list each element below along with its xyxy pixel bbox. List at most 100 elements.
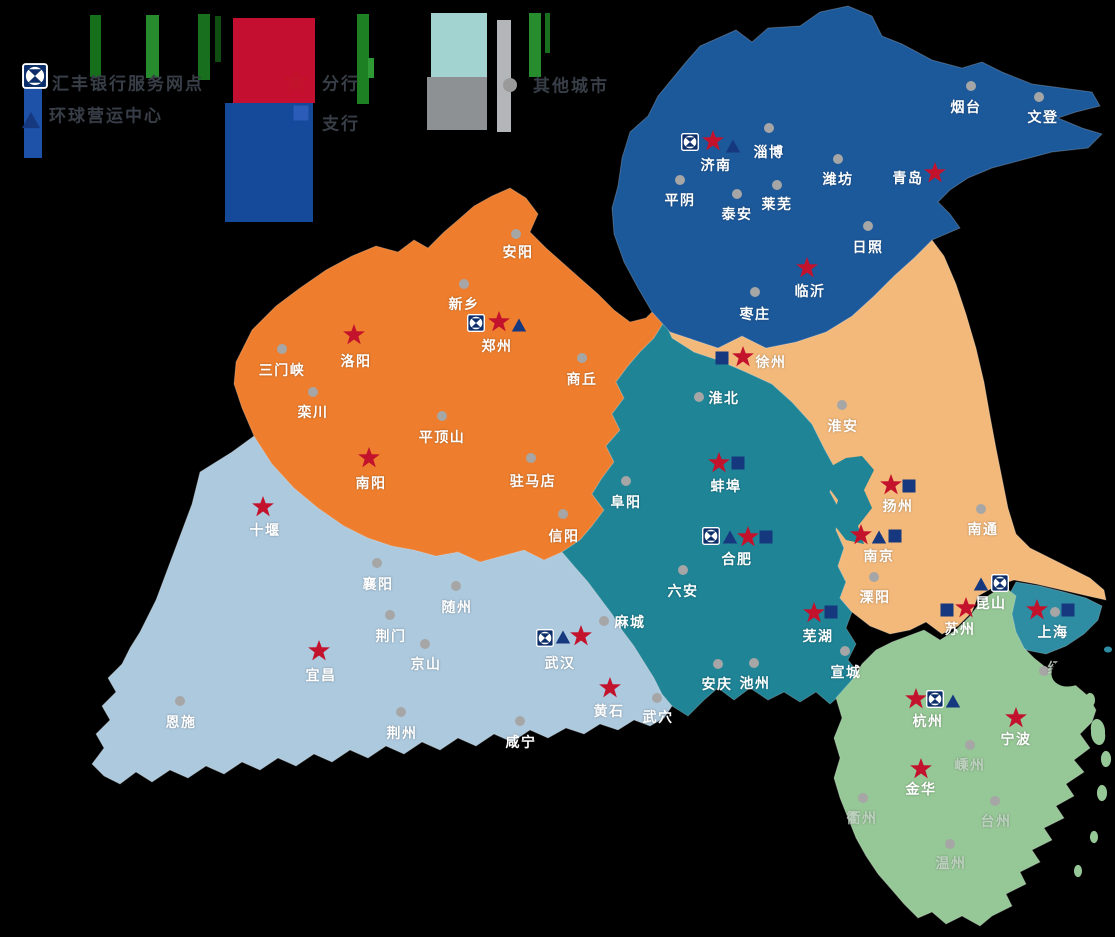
city-dot (858, 793, 868, 803)
city-label: 烟台 (950, 99, 982, 115)
marker-square-icon (759, 530, 773, 544)
island (1073, 864, 1083, 878)
color-bar-artifact (146, 15, 159, 78)
marker-star-icon (358, 446, 381, 470)
city-label: 郑州 (481, 338, 513, 354)
marker-star-icon (1005, 706, 1028, 730)
city-label: 黄石 (593, 703, 625, 719)
marker-star-icon (488, 310, 511, 334)
city-dot (750, 287, 760, 297)
marker-square-icon (715, 351, 729, 365)
marker-triangle-icon (511, 317, 527, 333)
city-label: 商丘 (566, 371, 598, 387)
city-label: 嵊州 (954, 757, 986, 773)
city-label: 南通 (967, 521, 999, 537)
marker-square-icon (940, 603, 954, 617)
city-label: 淮北 (708, 390, 740, 406)
city-dot (277, 344, 287, 354)
color-bar-artifact (357, 14, 369, 104)
color-bar-artifact (529, 13, 541, 77)
city-label: 栾川 (297, 404, 329, 420)
city-dot (863, 221, 873, 231)
city-label: 合肥 (721, 551, 753, 567)
city-label: 宁波 (1000, 731, 1032, 747)
city-label: 芜湖 (802, 628, 834, 644)
marker-star-icon (850, 523, 873, 547)
anhui-tianchang-spur (826, 456, 874, 544)
marker-star-icon (570, 624, 593, 648)
city-label: 荆门 (375, 628, 407, 644)
city-label: 温州 (935, 855, 967, 871)
region-shandong (611, 5, 1103, 349)
city-label: 新乡 (448, 296, 480, 312)
marker-star-icon (308, 639, 331, 663)
marker-hsbc-hexagon-icon (681, 133, 699, 151)
city-label: 荆州 (386, 725, 418, 741)
city-label: 泰安 (721, 206, 753, 222)
city-label: 池州 (739, 675, 771, 691)
island (1084, 692, 1096, 708)
city-label: 襄阳 (362, 576, 394, 592)
city-dot (675, 175, 685, 185)
color-bar-artifact (225, 103, 313, 222)
city-dot (869, 572, 879, 582)
city-dot (308, 387, 318, 397)
region-zhejiang (833, 587, 1097, 927)
square-icon (293, 105, 309, 121)
city-label: 台州 (980, 813, 1012, 829)
island (1100, 750, 1112, 768)
marker-hsbc-hexagon-icon (536, 629, 554, 647)
island (1103, 646, 1113, 653)
island (1096, 784, 1108, 802)
marker-hsbc-hexagon-icon (926, 690, 944, 708)
marker-star-icon (252, 495, 275, 519)
city-label: 麻城 (614, 614, 646, 630)
city-dot (837, 400, 847, 410)
marker-triangle-icon (871, 529, 887, 545)
city-label: 杭州 (912, 713, 944, 729)
city-dot (732, 189, 742, 199)
color-bar-artifact (497, 20, 511, 132)
city-dot (459, 279, 469, 289)
city-label: 信阳 (548, 528, 580, 544)
city-dot (990, 796, 1000, 806)
city-label: 宣城 (830, 664, 862, 680)
city-label: 莱芜 (761, 196, 793, 212)
marker-star-icon (702, 129, 725, 153)
triangle-icon (21, 110, 41, 130)
marker-triangle-icon (973, 576, 989, 592)
city-dot (420, 639, 430, 649)
city-label: 文登 (1027, 109, 1059, 125)
color-bar-artifact (198, 14, 210, 80)
city-dot (1034, 92, 1044, 102)
color-bar-artifact (427, 77, 487, 130)
legend-label-dot: 其他城市 (533, 76, 609, 96)
marker-square-icon (888, 529, 902, 543)
marker-star-icon (343, 323, 366, 347)
city-label: 洛阳 (340, 353, 372, 369)
marker-square-icon (731, 456, 745, 470)
city-label: 京山 (410, 656, 442, 672)
city-dot (515, 716, 525, 726)
city-label: 阜阳 (610, 494, 642, 510)
marker-star-icon (708, 451, 731, 475)
city-dot (713, 659, 723, 669)
city-label: 衢州 (846, 810, 878, 826)
marker-star-icon (955, 596, 978, 620)
color-bar-artifact (431, 13, 487, 77)
city-dot (652, 693, 662, 703)
city-label: 徐州 (755, 354, 787, 370)
city-label: 青岛 (892, 170, 924, 186)
star-icon (281, 66, 311, 96)
marker-star-icon (910, 757, 933, 781)
city-dot (1039, 666, 1049, 676)
marker-star-icon (599, 676, 622, 700)
marker-star-icon (924, 161, 947, 185)
city-dot (599, 616, 609, 626)
city-label: 金华 (905, 781, 937, 797)
marker-star-icon (905, 687, 928, 711)
city-label: 平顶山 (418, 429, 466, 445)
city-label: 恩施 (165, 714, 197, 730)
city-label: 南京 (863, 548, 895, 564)
city-label: 咸宁 (505, 734, 537, 750)
